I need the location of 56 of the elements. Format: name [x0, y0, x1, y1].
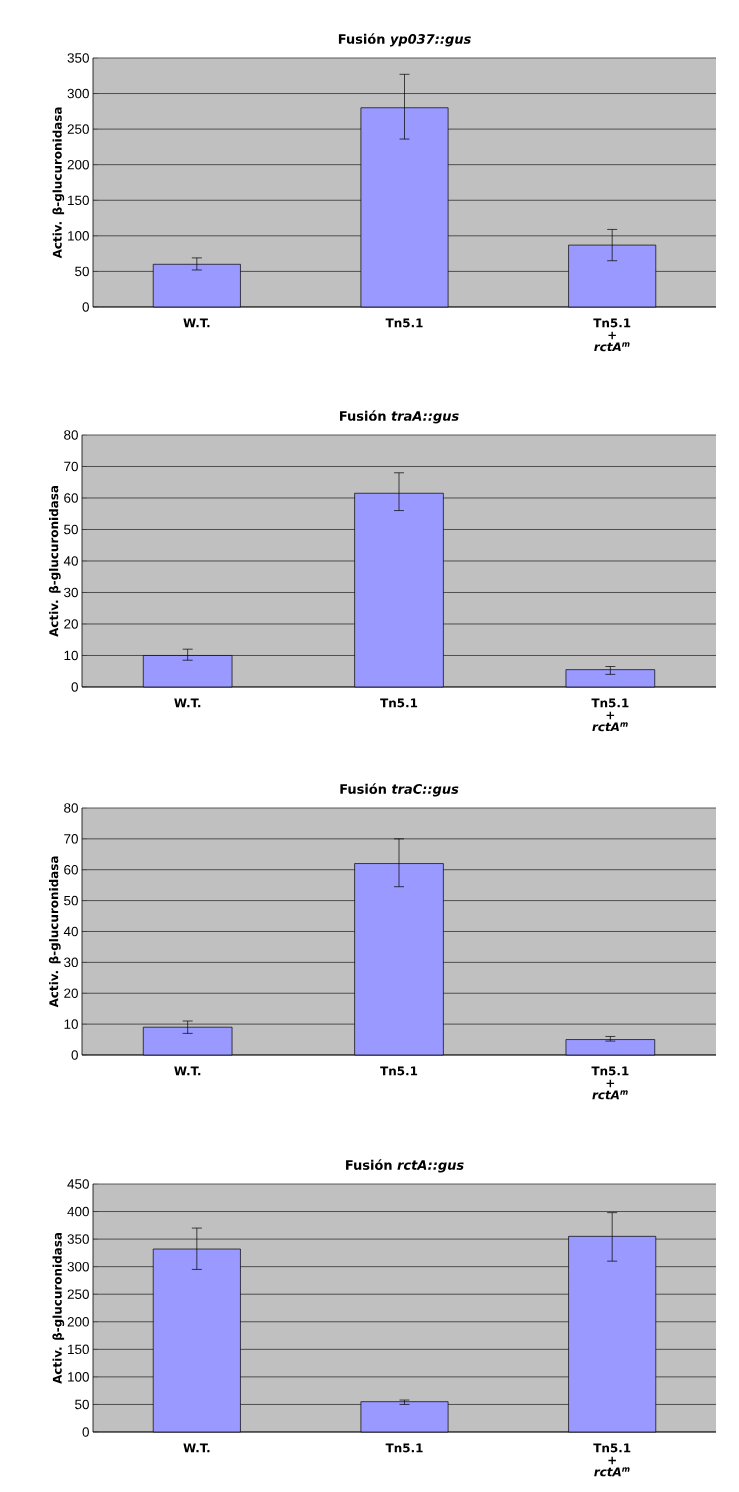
- chart-title: Fusión yp037::gus: [338, 33, 471, 47]
- y-axis-title: Activ. β-glucuronidasa: [48, 485, 61, 637]
- x-tick-label: W.T.: [183, 318, 210, 328]
- y-tick-label: 70: [64, 461, 78, 472]
- y-tick-label: 0: [71, 1050, 78, 1060]
- y-tick-label: 70: [64, 834, 78, 844]
- y-tick-label: 450: [67, 1179, 89, 1189]
- category-label: Tn5.1 + rctA$^{m}$: [591, 1066, 629, 1100]
- y-tick-label: 150: [67, 195, 89, 206]
- x-tick-label: Tn5.1: [385, 318, 423, 328]
- category-label: Tn5.1 + rctA$^{m}$: [593, 1443, 631, 1477]
- y-tick-label: 350: [67, 53, 89, 63]
- category-label: Tn5.1 + rctA$^{m}$: [593, 318, 631, 352]
- x-tick-label: Tn5.1: [385, 1443, 423, 1453]
- y-tick-label: 10: [64, 1019, 78, 1029]
- y-tick-label: 350: [67, 1234, 89, 1244]
- y-tick-label: 0: [71, 682, 78, 692]
- y-tick-label: 50: [63, 895, 78, 906]
- y-tick-label: 300: [67, 88, 89, 99]
- y-tick-label: 80: [63, 803, 78, 813]
- y-tick-label: 80: [63, 430, 78, 440]
- category-label: Tn5.1 + rctA$^{m}$: [591, 698, 629, 732]
- y-tick-label: 250: [67, 124, 89, 134]
- y-tick-label: 0: [82, 1427, 89, 1437]
- y-tick-label: 150: [67, 1344, 89, 1355]
- x-tick-label: W.T.: [174, 698, 201, 708]
- y-tick-label: 300: [67, 1261, 89, 1272]
- y-tick-label: 20: [64, 619, 78, 629]
- x-tick-label: W.T.: [174, 1066, 201, 1076]
- x-tick-label: W.T.: [183, 1443, 210, 1453]
- chart-title: Fusión traC::gus: [340, 783, 459, 797]
- y-tick-label: 20: [64, 988, 78, 998]
- y-tick-label: 40: [63, 556, 78, 566]
- y-axis-title: Activ. β-glucuronidasa: [52, 107, 65, 259]
- y-tick-label: 200: [67, 1317, 89, 1327]
- y-tick-label: 40: [63, 926, 78, 937]
- y-tick-label: 100: [67, 1372, 89, 1382]
- y-tick-label: 100: [67, 231, 89, 241]
- y-tick-label: 10: [64, 650, 78, 661]
- y-tick-label: 0: [82, 302, 89, 312]
- y-tick-label: 50: [63, 524, 78, 535]
- y-tick-label: 50: [74, 1399, 89, 1410]
- y-tick-label: 50: [74, 266, 89, 277]
- y-tick-label: 60: [64, 493, 78, 503]
- y-tick-label: 60: [64, 864, 78, 875]
- chart-title: Fusión rctA::gus: [345, 1159, 464, 1173]
- y-tick-label: 30: [63, 587, 78, 598]
- y-tick-label: 200: [67, 159, 89, 170]
- y-axis-title: Activ. β-glucuronidasa: [52, 1232, 65, 1384]
- y-tick-label: 400: [67, 1206, 89, 1217]
- chart-title: Fusión traA::gus: [339, 410, 459, 424]
- y-axis-title: Activ. β-glucuronidasa: [48, 856, 61, 1008]
- x-tick-label: Tn5.1: [379, 1066, 417, 1076]
- x-tick-label: Tn5.1: [379, 698, 417, 708]
- y-tick-label: 30: [63, 957, 78, 968]
- y-tick-label: 250: [67, 1289, 89, 1299]
